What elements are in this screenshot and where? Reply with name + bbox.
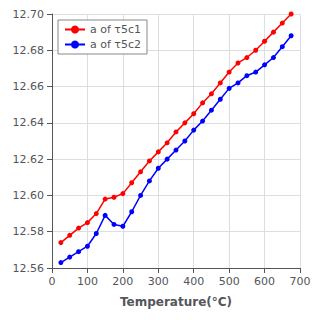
svg-text:a of τ5c1: a of τ5c1 (90, 23, 141, 36)
svg-text:700: 700 (290, 275, 311, 288)
svg-text:a of τ5c2: a of τ5c2 (90, 38, 141, 51)
svg-text:12.64: 12.64 (13, 116, 45, 129)
svg-text:400: 400 (183, 275, 204, 288)
svg-text:12.56: 12.56 (13, 262, 45, 275)
svg-text:12.62: 12.62 (13, 153, 45, 166)
svg-text:200: 200 (112, 275, 133, 288)
svg-text:600: 600 (254, 275, 275, 288)
svg-text:12.66: 12.66 (13, 80, 45, 93)
svg-text:12.58: 12.58 (13, 225, 45, 238)
svg-text:300: 300 (148, 275, 169, 288)
svg-text:500: 500 (219, 275, 240, 288)
svg-text:Temperature(°C): Temperature(°C) (120, 295, 232, 309)
svg-text:12.70: 12.70 (13, 8, 45, 21)
svg-text:0: 0 (49, 275, 56, 288)
svg-text:12.60: 12.60 (13, 189, 45, 202)
svg-text:100: 100 (77, 275, 98, 288)
svg-text:12.68: 12.68 (13, 44, 45, 57)
